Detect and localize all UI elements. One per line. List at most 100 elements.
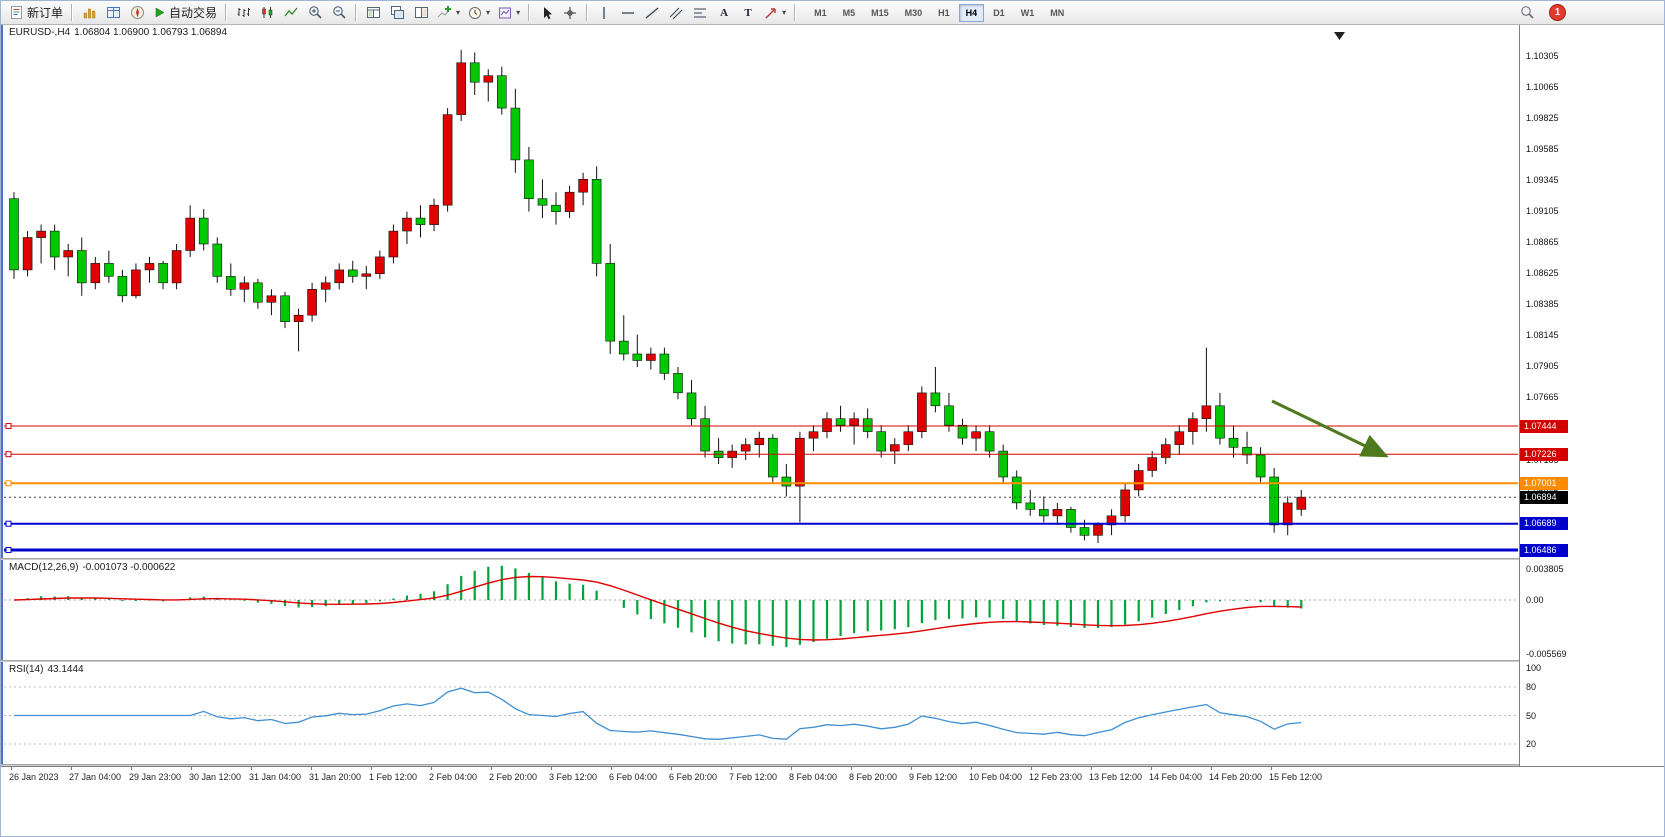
pane-separator[interactable]: [1, 558, 1664, 560]
new-order-button[interactable]: 新订单: [5, 2, 67, 24]
tile-windows-button[interactable]: [361, 2, 385, 24]
time-axis-tick: [311, 767, 312, 770]
timeframe-button-m1[interactable]: M1: [807, 4, 834, 22]
time-axis-label: 14 Feb 04:00: [1149, 772, 1203, 782]
chevron-down-icon: ▾: [782, 8, 787, 17]
autotrading-play-icon: [155, 7, 165, 18]
cascade-windows-button[interactable]: [385, 2, 409, 24]
periods-button[interactable]: ▾: [464, 2, 494, 24]
macd-canvas[interactable]: [4, 560, 1518, 660]
price-tag: 1.07001: [1520, 476, 1568, 490]
timeframe-button-h1[interactable]: H1: [931, 4, 957, 22]
price-axis-label: 1.09105: [1526, 206, 1559, 216]
arrange-windows-button[interactable]: [409, 2, 433, 24]
time-axis-label: 31 Jan 04:00: [249, 772, 302, 782]
vertical-line-button[interactable]: [592, 2, 616, 24]
time-axis-tick: [911, 767, 912, 770]
zoom-out-icon: [332, 6, 346, 19]
timeframe-button-m5[interactable]: M5: [836, 4, 863, 22]
time-axis-tick: [851, 767, 852, 770]
chart-shift-marker: [1334, 32, 1345, 40]
toolbar-separator: [355, 4, 358, 21]
bar-chart-button[interactable]: [231, 2, 255, 24]
time-axis-tick: [1091, 767, 1092, 770]
price-tag: 1.06894: [1520, 490, 1568, 504]
candlestick-chart-button[interactable]: [255, 2, 279, 24]
toolbar-separator: [71, 4, 74, 21]
price-axis[interactable]: 1.10305 1.10065 1.09825 1.09585 1.09345 1.091…: [1519, 25, 1664, 766]
arrow-tool-icon: [765, 7, 776, 18]
time-axis-label: 8 Feb 04:00: [789, 772, 838, 782]
chevron-down-icon: ▾: [486, 8, 491, 17]
notification-badge[interactable]: 1: [1549, 4, 1566, 21]
time-axis[interactable]: 26 Jan 2023 27 Jan 04:00 29 Jan 23:00 30 Ja…: [1, 766, 1664, 788]
zoom-out-button[interactable]: [327, 2, 351, 24]
chart-title: EURUSD-,H4 1.06804 1.06900 1.06793 1.0689…: [9, 27, 231, 38]
main-chart-canvas[interactable]: [4, 25, 1518, 558]
navigator-button[interactable]: [125, 2, 149, 24]
search-icon: [1520, 6, 1534, 19]
time-axis-tick: [131, 767, 132, 770]
price-tag: 1.07226: [1520, 447, 1568, 461]
channel-button[interactable]: [664, 2, 688, 24]
indicators-button[interactable]: ▾: [433, 2, 464, 24]
pane-separator[interactable]: [1, 764, 1664, 766]
arrows-button[interactable]: ▾: [760, 2, 790, 24]
price-chart-pane[interactable]: EURUSD-,H4 1.06804 1.06900 1.06793 1.0689…: [4, 25, 1518, 558]
macd-values: -0.001073 -0.000622: [82, 562, 176, 573]
macd-scale-label: 0.003805: [1526, 564, 1564, 574]
chart-window: EURUSD-,H4 1.06804 1.06900 1.06793 1.0689…: [1, 25, 1664, 788]
price-tag: 1.07444: [1520, 419, 1568, 433]
cursor-icon: [543, 6, 552, 19]
data-window-button[interactable]: [101, 2, 125, 24]
timeframe-button-h4[interactable]: H4: [958, 3, 985, 22]
rsi-canvas[interactable]: [4, 662, 1518, 764]
candlestick-chart-icon: [261, 7, 272, 18]
price-axis-label: 1.10065: [1526, 81, 1559, 92]
cursor-button[interactable]: [534, 2, 558, 24]
timeframe-button-w1[interactable]: W1: [1014, 4, 1042, 22]
price-axis-label: 1.09825: [1526, 112, 1559, 123]
fibonacci-button[interactable]: [688, 2, 712, 24]
clock-icon: [469, 6, 482, 19]
time-axis-label: 14 Feb 20:00: [1209, 772, 1263, 782]
time-axis-tick: [71, 767, 72, 770]
market-watch-button[interactable]: [77, 2, 101, 24]
time-axis-label: 30 Jan 12:00: [189, 772, 242, 782]
time-axis-tick: [791, 767, 792, 770]
trendline-button[interactable]: [640, 2, 664, 24]
pane-separator[interactable]: [1, 660, 1664, 662]
trend-arrow-annotation: [1271, 399, 1389, 458]
macd-pane[interactable]: MACD(12,26,9) -0.001073 -0.000622: [4, 560, 1518, 660]
templates-button[interactable]: ▾: [494, 2, 524, 24]
time-axis-label: 9 Feb 12:00: [909, 772, 958, 782]
autotrading-button[interactable]: 自动交易: [149, 2, 221, 24]
time-axis-tick: [11, 767, 12, 770]
zoom-in-button[interactable]: [303, 2, 327, 24]
channel-icon: [669, 7, 683, 19]
timeframe-button-d1[interactable]: D1: [986, 4, 1012, 22]
time-axis-label: 2 Feb 04:00: [429, 772, 478, 782]
crosshair-button[interactable]: [558, 2, 582, 24]
line-chart-button[interactable]: [279, 2, 303, 24]
toolbar-separator: [794, 4, 797, 21]
time-axis-tick: [731, 767, 732, 770]
market-watch-icon: [83, 8, 95, 19]
time-axis-label: 15 Feb 12:00: [1269, 772, 1323, 782]
time-axis-label: 31 Jan 20:00: [309, 772, 362, 782]
price-axis-label: 1.07665: [1526, 392, 1559, 403]
rsi-scale-label: 50: [1526, 710, 1537, 721]
rsi-pane[interactable]: RSI(14) 43.1444: [4, 662, 1518, 764]
time-axis-tick: [371, 767, 372, 770]
timeframe-button-mn[interactable]: MN: [1043, 4, 1071, 22]
timeframe-button-m30[interactable]: M30: [898, 4, 930, 22]
toolbar-right-group: 1: [1515, 2, 1664, 24]
horizontal-line-button[interactable]: [616, 2, 640, 24]
timeframe-button-m15[interactable]: M15: [864, 4, 896, 22]
time-axis-label: 13 Feb 12:00: [1089, 772, 1143, 782]
search-button[interactable]: [1515, 2, 1539, 24]
toolbar-separator: [528, 4, 531, 21]
label-button[interactable]: T: [736, 2, 760, 24]
text-button[interactable]: A: [712, 2, 736, 24]
rsi-scale-label: 20: [1526, 739, 1537, 749]
